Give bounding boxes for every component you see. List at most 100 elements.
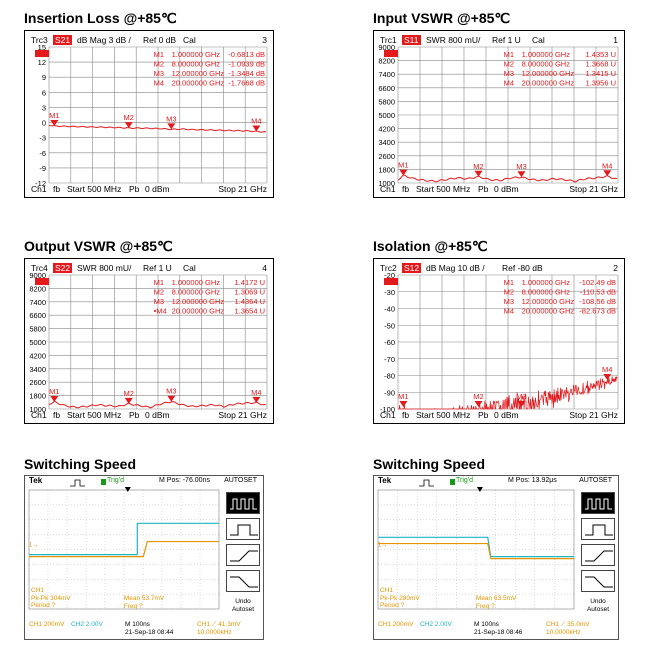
trace-line <box>48 124 266 133</box>
square-wave-button[interactable] <box>226 492 260 514</box>
marker-freq: 8.000000 GHz <box>522 288 571 297</box>
y-tick-label: 7400 <box>378 70 395 79</box>
marker-value: 1.3668 U <box>586 60 616 69</box>
single-pulse-button[interactable] <box>581 518 615 540</box>
marker-value: -1.3484 dB <box>228 69 265 78</box>
marker-freq: 20.000000 GHz <box>172 307 225 316</box>
marker-triangle <box>252 125 261 132</box>
footer-pb: Pb <box>129 184 140 194</box>
marker-triangle <box>50 119 59 126</box>
marker-freq: 20.000000 GHz <box>172 79 225 88</box>
y-tick-label: 2600 <box>378 152 395 161</box>
marker-value: 1.3069 U <box>235 288 265 297</box>
measurement-line: Period ? <box>31 602 56 609</box>
footer-start: Start 500 MHz <box>67 184 122 194</box>
marker-value: -1.7668 dB <box>228 79 265 88</box>
rising-edge-button[interactable] <box>581 544 615 566</box>
cal-label: Cal <box>183 263 196 273</box>
y-tick-label: 9000 <box>29 271 46 280</box>
rising-edge-button[interactable] <box>226 544 260 566</box>
output-vswr-title: Output VSWR @+85℃ <box>24 238 173 254</box>
footer-fb: fb <box>53 184 61 194</box>
single-pulse-icon <box>585 524 613 536</box>
footer-fb: fb <box>402 184 410 194</box>
y-tick-label: 6600 <box>29 311 46 320</box>
cal-label: Cal <box>532 35 545 45</box>
autoset-menu: AUTOSET <box>224 477 257 484</box>
footer-pb: Pb <box>478 184 489 194</box>
datetime: 21-Sep-18 08:46 <box>474 629 523 636</box>
footer-channel: Ch1 <box>380 184 396 194</box>
ref-label: Ref -80 dB <box>502 263 543 273</box>
undo-button[interactable]: Undo <box>590 598 606 605</box>
footer-stop: Stop 21 GHz <box>218 184 267 194</box>
single-pulse-button[interactable] <box>226 518 260 540</box>
y-tick-label: -40 <box>384 305 395 314</box>
param-badge: S21 <box>53 35 73 45</box>
trace-label: Trc3 <box>31 35 48 45</box>
marker-name: M2 <box>504 288 514 297</box>
y-tick-label: 6600 <box>378 84 395 93</box>
ref-label: Ref 1 U <box>492 35 521 45</box>
y-tick-label: 6 <box>42 88 46 97</box>
marker-value: -82.673 dB <box>579 307 616 316</box>
marker-freq: 1.000000 GHz <box>522 50 571 59</box>
pulse-icon <box>70 479 85 487</box>
marker-name: M2 <box>154 60 164 69</box>
y-tick-label: 0 <box>42 119 46 128</box>
falling-edge-button[interactable] <box>581 570 615 592</box>
marker-value: 1.4364 U <box>235 297 265 306</box>
undo-button[interactable]: Undo <box>235 598 251 605</box>
marker-name: M3 <box>504 297 514 306</box>
falling-edge-button[interactable] <box>226 570 260 592</box>
param-badge: S12 <box>402 263 422 273</box>
trace-label: Trc4 <box>31 263 48 273</box>
footer-stop: Stop 21 GHz <box>569 410 618 420</box>
marker-freq: 1.000000 GHz <box>522 278 571 287</box>
single-pulse-icon <box>230 524 258 536</box>
y-tick-label: 3400 <box>29 365 46 374</box>
marker-triangle <box>399 169 408 176</box>
measurement-block: CH1 Pk-Pk 280mV Period ? <box>380 587 420 610</box>
isolation-chart: Trc2 S12 dB Mag 10 dB / Ref -80 dB 2 Ch1 fb Sta… <box>373 258 625 424</box>
brand-logo: Tek <box>378 476 392 485</box>
marker-freq: 8.000000 GHz <box>522 60 571 69</box>
ref-label: Ref 1 U <box>143 263 172 273</box>
footer-start: Start 500 MHz <box>416 410 471 420</box>
trig-status: Trig'd <box>456 477 474 484</box>
trig-indicator-icon <box>101 479 106 485</box>
marker-triangle <box>50 396 59 403</box>
marker-freq: 12.000000 GHz <box>522 297 575 306</box>
marker-triangle <box>474 401 483 407</box>
y-tick-label: 3400 <box>378 138 395 147</box>
param-badge: S11 <box>402 35 421 45</box>
chart-header: Trc2 S12 dB Mag 10 dB / Ref -80 dB 2 <box>374 259 624 275</box>
input-vswr-title: Input VSWR @+85℃ <box>373 10 511 26</box>
scope-svg: 1→ <box>28 479 220 610</box>
mpos-label: M Pos: 13.92μs <box>508 477 557 484</box>
ref-marker-badge <box>384 50 398 57</box>
square-wave-button[interactable] <box>581 492 615 514</box>
y-tick-label: -6 <box>39 149 46 158</box>
marker-freq: 8.000000 GHz <box>172 288 221 297</box>
ch1-scale: CH1 200mV <box>378 621 414 628</box>
autoset-menu: AUTOSET <box>579 477 612 484</box>
chart-footer: Ch1 fb Start 500 MHz Pb 0 dBm Stop 21 GHz <box>25 183 273 197</box>
ref-marker-badge <box>384 278 398 285</box>
marker-triangle <box>167 395 176 402</box>
y-tick-label: 4200 <box>378 125 395 134</box>
measurement-line: Mean 53.7mV <box>123 595 165 602</box>
marker-value: -0.6813 dB <box>228 50 265 59</box>
marker-triangle <box>603 170 612 177</box>
marker-triangle <box>517 401 526 407</box>
ch1-ground-marker: 1→ <box>378 543 387 549</box>
marker-label: M3 <box>516 392 526 401</box>
insertion-loss-chart: Trc3 S21 dB Mag 3 dB / Ref 0 dB Cal 3 Ch1 fb Sta… <box>24 30 274 198</box>
chart-footer: Ch1 fb Start 500 MHz Pb 0 dBm Stop 21 GHz <box>25 409 273 423</box>
marker-label: M1 <box>49 111 59 120</box>
marker-name: M4 <box>154 79 164 88</box>
y-tick-label: -80 <box>384 372 395 381</box>
marker-freq: 12.000000 GHz <box>172 69 225 78</box>
scope-status-bar: CH1 200mV CH2 2.00V M 100ns 21-Sep-18 08:44… <box>25 621 263 639</box>
rising-edge-icon <box>585 550 613 562</box>
